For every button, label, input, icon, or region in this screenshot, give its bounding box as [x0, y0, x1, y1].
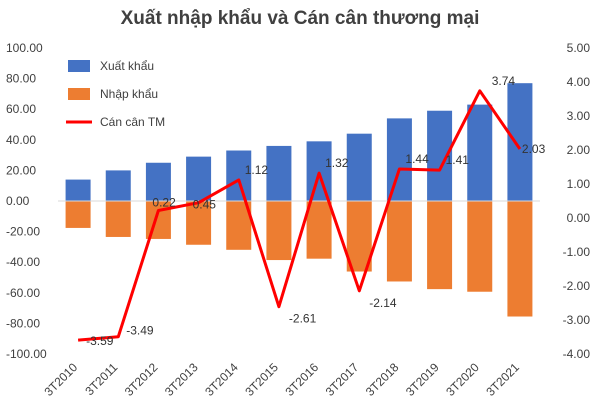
import-bar: [427, 201, 453, 290]
left-tick-label: -100.00: [6, 347, 47, 361]
legend-label: Xuất khẩu: [100, 59, 154, 73]
right-axis: -4.00 -3.00 -2.00 -1.00 0.00 1.00 2.00 3.00 4.00…: [563, 41, 591, 361]
right-tick-label: 1.00: [567, 177, 591, 191]
import-bar: [386, 201, 412, 282]
chart-title: Xuất nhập khẩu và Cán cân thương mại: [120, 8, 480, 29]
x-tick-label: 3T2018: [363, 360, 402, 399]
right-tick-label: 0.00: [567, 211, 591, 225]
x-tick-label: 3T2015: [242, 360, 281, 399]
x-tick-label: 3T2021: [483, 360, 522, 399]
legend-swatch-import: [68, 88, 90, 100]
x-tick-label: 3T2020: [443, 360, 482, 399]
x-tick-label: 3T2010: [42, 360, 81, 399]
x-tick-label: 3T2019: [403, 360, 442, 399]
balance-data-label: -3.59: [86, 334, 114, 348]
data-labels: -3.59 -3.49 0.22 0.45 1.12 -2.61 1.32 -2.14 1.44…: [86, 74, 546, 348]
left-axis: -100.00 -80.00 -60.00 -40.00 -20.00 0.00 20.00…: [6, 41, 47, 361]
import-bar: [346, 201, 372, 272]
export-bar: [346, 133, 372, 201]
balance-data-label: 1.44: [405, 152, 429, 166]
export-bar: [105, 170, 131, 201]
right-tick-label: -4.00: [563, 347, 591, 361]
import-bar: [507, 201, 533, 317]
export-bar: [507, 83, 533, 201]
right-tick-label: 3.00: [567, 109, 591, 123]
balance-line-path: [77, 89, 522, 342]
legend: Xuất khẩu Nhập khẩu Cán cân TM: [66, 59, 165, 129]
left-tick-label: -40.00: [6, 255, 40, 269]
import-bar: [105, 201, 131, 237]
left-tick-label: 20.00: [6, 163, 36, 177]
x-tick-label: 3T2014: [202, 360, 241, 399]
balance-data-label: 1.41: [446, 153, 470, 167]
export-bar: [306, 141, 332, 201]
x-tick-label: 3T2013: [162, 360, 201, 399]
x-axis: 3T2010 3T2011 3T2012 3T2013 3T2014 3T2015 3T20…: [42, 360, 523, 399]
balance-data-label: -2.61: [289, 312, 317, 326]
left-tick-label: 100.00: [6, 41, 43, 55]
export-bar: [386, 118, 412, 201]
balance-data-label: 0.22: [152, 196, 176, 210]
left-tick-label: -20.00: [6, 225, 40, 239]
import-bar: [467, 201, 493, 292]
right-tick-label: -2.00: [563, 279, 591, 293]
export-bar: [467, 104, 493, 201]
balance-data-label: -2.14: [369, 296, 397, 310]
right-tick-label: -3.00: [563, 313, 591, 327]
balance-line: [77, 89, 522, 342]
right-tick-label: 2.00: [567, 143, 591, 157]
left-tick-label: -60.00: [6, 286, 40, 300]
balance-data-label: 2.03: [522, 142, 546, 156]
legend-label: Nhập khẩu: [100, 87, 158, 101]
import-bar: [186, 201, 212, 245]
x-tick-label: 3T2017: [323, 360, 362, 399]
balance-data-label: 3.74: [492, 74, 516, 88]
balance-data-label: 1.12: [245, 163, 269, 177]
legend-label: Cán cân TM: [100, 115, 165, 129]
x-tick-label: 3T2016: [283, 360, 322, 399]
export-bar: [145, 162, 171, 201]
left-tick-label: 60.00: [6, 102, 36, 116]
export-bar: [186, 156, 212, 201]
import-bar: [65, 201, 91, 228]
left-tick-label: -80.00: [6, 316, 40, 330]
right-tick-label: 4.00: [567, 75, 591, 89]
right-tick-label: -1.00: [563, 245, 591, 259]
legend-swatch-export: [68, 60, 90, 72]
left-tick-label: 40.00: [6, 133, 36, 147]
balance-data-label: -3.49: [126, 324, 154, 338]
export-bar: [65, 179, 91, 201]
import-bar: [306, 201, 332, 259]
balance-data-label: 0.45: [193, 198, 217, 212]
left-tick-label: 0.00: [6, 194, 30, 208]
bars: [65, 83, 533, 317]
x-tick-label: 3T2012: [122, 360, 161, 399]
import-bar: [266, 201, 292, 261]
export-bar: [226, 150, 252, 201]
left-tick-label: 80.00: [6, 72, 36, 86]
x-tick-label: 3T2011: [82, 360, 120, 398]
export-bar: [266, 145, 292, 201]
balance-data-label: 1.32: [325, 156, 349, 170]
right-tick-label: 5.00: [567, 41, 591, 55]
